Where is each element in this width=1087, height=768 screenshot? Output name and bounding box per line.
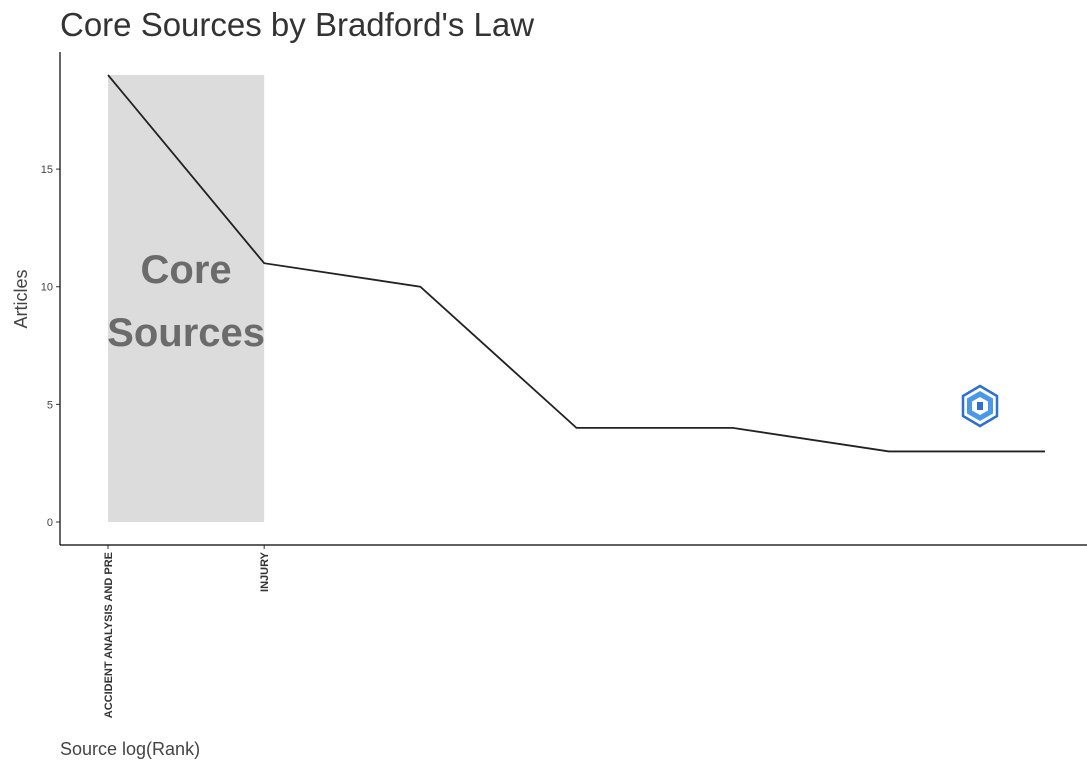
y-tick-label: 10 bbox=[41, 282, 53, 294]
x-axis-title: Source log(Rank) bbox=[60, 739, 200, 759]
bibliometrix-logo-icon bbox=[961, 384, 999, 428]
core-sources-zone bbox=[108, 75, 265, 522]
y-tick-label: 15 bbox=[41, 164, 53, 176]
x-axis-ticks: ACCIDENT ANALYSIS AND PRE INJURY bbox=[103, 545, 271, 718]
core-zone-label-line2: Sources bbox=[107, 311, 265, 355]
chart-title: Core Sources by Bradford's Law bbox=[60, 6, 534, 43]
y-tick-label: 5 bbox=[47, 399, 53, 411]
x-tick-label: INJURY bbox=[259, 551, 271, 592]
articles-series-line bbox=[107, 74, 1045, 453]
plot-area: Core Sources 0 5 10 15 ACCIDENT ANALYSIS AN… bbox=[41, 52, 1087, 718]
y-axis-title: Articles bbox=[11, 269, 31, 328]
y-tick-label: 0 bbox=[47, 517, 53, 529]
x-tick-label: ACCIDENT ANALYSIS AND PRE bbox=[103, 552, 115, 718]
y-axis-ticks: 0 5 10 15 bbox=[41, 164, 60, 529]
core-zone-label-line1: Core bbox=[141, 248, 232, 292]
